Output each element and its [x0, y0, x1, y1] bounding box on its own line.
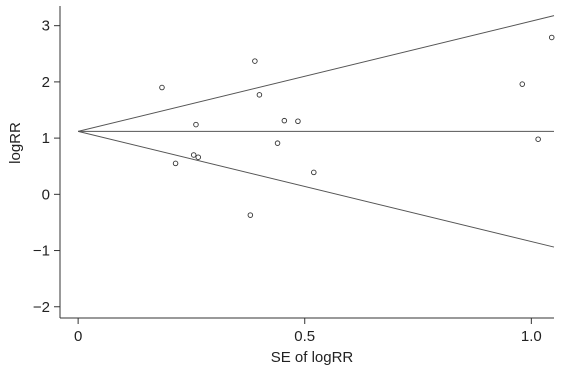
data-point — [190, 152, 197, 158]
data-point — [274, 140, 281, 146]
data-point — [535, 136, 541, 142]
y-tick-label: 2 — [42, 74, 50, 91]
lower-funnel-line — [78, 130, 555, 248]
data-point — [195, 154, 201, 160]
y-tick-label: −2 — [33, 299, 50, 316]
upper-funnel-line — [78, 15, 555, 132]
y-axis-label: logRR — [7, 122, 24, 164]
y-tick-label: 3 — [42, 18, 50, 35]
x-tick-label: 0 — [74, 328, 82, 345]
data-point — [281, 117, 288, 124]
plot-area: −2 −1 0 1 2 3 0 0.5 1.0 — [33, 6, 555, 345]
data-point — [311, 169, 317, 176]
y-tick-label: 0 — [42, 186, 50, 203]
data-point — [548, 34, 555, 41]
data-point — [295, 118, 301, 124]
y-tick-label: −1 — [33, 243, 50, 260]
x-tick-label: 1.0 — [521, 328, 542, 345]
x-axis-label: SE of logRR — [271, 349, 354, 366]
data-point — [519, 81, 526, 87]
data-point — [159, 84, 165, 91]
x-tick-label: 0.5 — [294, 328, 315, 345]
data-point — [247, 212, 254, 218]
data-point — [256, 92, 263, 98]
data-point — [252, 58, 258, 64]
data-point — [193, 121, 199, 128]
data-point — [172, 160, 179, 167]
y-tick-label: 1 — [42, 130, 50, 147]
